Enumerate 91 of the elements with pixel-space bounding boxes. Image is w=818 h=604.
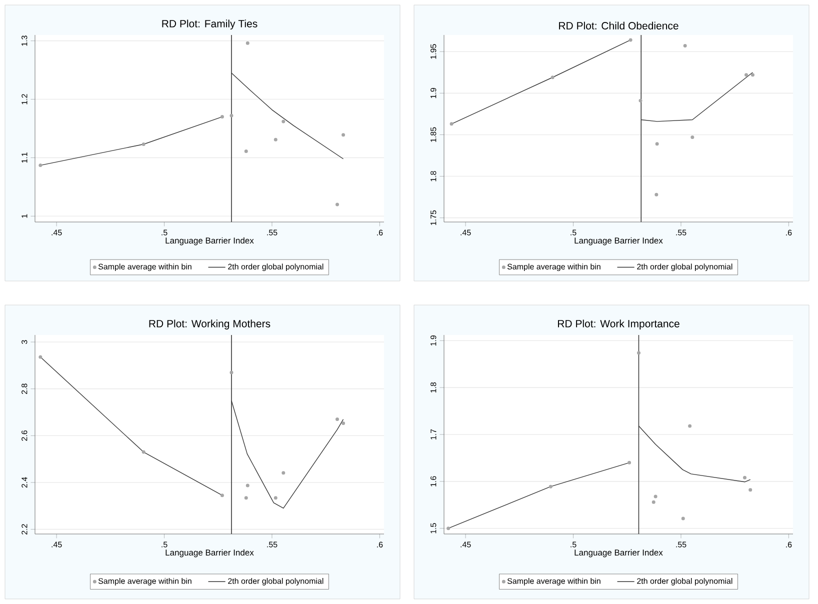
point <box>690 135 694 139</box>
point <box>748 488 752 492</box>
point <box>628 38 632 42</box>
legend-label: 2th order global polynomial <box>637 578 732 586</box>
y-tick-label: 3 <box>22 340 28 344</box>
y-tick-label: 1.7 <box>430 429 436 440</box>
point <box>38 164 42 168</box>
x-axis-title: Language Barrier Index <box>574 549 663 558</box>
x-tick-label: .5 <box>162 230 168 236</box>
x-tick-label: .6 <box>377 230 383 236</box>
y-tick-label: 1.8 <box>430 171 436 182</box>
y-tick-label: 1 <box>22 214 28 218</box>
point <box>230 370 234 374</box>
legend-label: 2th order global polynomial <box>637 264 732 272</box>
point <box>683 44 687 48</box>
y-tick-label: 1.3 <box>22 36 28 46</box>
x-tick-label: .55 <box>267 542 278 548</box>
point <box>38 355 42 359</box>
point <box>244 496 248 500</box>
point <box>550 76 554 80</box>
point <box>220 494 224 498</box>
point <box>230 114 234 118</box>
point <box>246 41 250 45</box>
x-tick-label: .45 <box>460 542 471 548</box>
x-tick-label: .45 <box>52 230 62 236</box>
point <box>342 422 346 425</box>
y-tick-label: 2.8 <box>22 384 28 394</box>
x-tick-label: .5 <box>570 230 576 236</box>
y-tick-label: 1.9 <box>430 335 436 346</box>
point <box>282 120 286 124</box>
point <box>342 133 346 137</box>
legend-label: Sample average within bin <box>98 264 192 272</box>
point <box>688 424 692 428</box>
x-axis-title: Language Barrier Index <box>166 237 254 246</box>
x-tick-label: .6 <box>377 542 383 548</box>
point <box>628 460 632 464</box>
point <box>654 192 658 196</box>
y-tick-label: 1.1 <box>22 152 28 163</box>
point <box>282 471 286 475</box>
point <box>742 476 746 480</box>
y-tick-label: 1.85 <box>430 127 436 142</box>
y-tick-label: 1.8 <box>430 382 436 393</box>
x-axis-title: Language Barrier Index <box>166 549 254 558</box>
legend-label: Sample average within bin <box>98 578 192 586</box>
x-tick-label: .55 <box>267 230 278 236</box>
point <box>450 122 454 126</box>
point <box>246 484 250 488</box>
point <box>681 516 685 520</box>
point <box>638 98 642 102</box>
y-tick-label: 1.5 <box>430 523 436 534</box>
point <box>142 450 146 454</box>
chart-title: RD Plot: Family Ties <box>162 20 258 30</box>
y-tick-label: 1.75 <box>430 210 436 226</box>
point <box>637 351 641 355</box>
point <box>548 484 552 488</box>
point <box>446 526 450 530</box>
y-tick-label: 1.2 <box>22 94 28 104</box>
point <box>750 73 754 77</box>
y-tick-label: 2.6 <box>22 430 28 441</box>
point <box>336 418 340 422</box>
chart-title: RD Plot: Child Obedience <box>559 22 678 30</box>
point <box>142 142 146 146</box>
y-tick-label: 1.95 <box>430 44 436 59</box>
point <box>652 500 656 504</box>
chart-title: RD Plot: Working Mothers <box>149 320 270 330</box>
x-tick-label: .6 <box>786 542 792 548</box>
x-tick-label: .55 <box>676 542 686 548</box>
chart-title: RD Plot: Work Importance <box>558 320 680 330</box>
point <box>336 202 340 206</box>
x-tick-label: .6 <box>786 230 792 236</box>
x-tick-label: .5 <box>162 542 168 548</box>
point <box>654 494 658 498</box>
legend-label: Sample average within bin <box>507 578 600 586</box>
legend-label: 2th order global polynomial <box>228 578 324 586</box>
point <box>220 115 224 119</box>
point <box>655 142 659 146</box>
y-tick-label: 1.6 <box>430 476 436 486</box>
x-tick-label: .45 <box>52 542 62 548</box>
y-tick-label: 2.2 <box>22 524 28 534</box>
x-tick-label: .45 <box>460 230 471 236</box>
x-tick-label: .55 <box>676 230 686 236</box>
point <box>744 73 748 77</box>
y-tick-label: 1.9 <box>430 88 436 98</box>
x-tick-label: .5 <box>570 542 576 548</box>
point <box>274 138 278 142</box>
y-tick-label: 2.4 <box>22 477 28 488</box>
point <box>244 150 248 154</box>
legend-label: 2th order global polynomial <box>228 264 324 272</box>
point <box>274 496 278 500</box>
x-axis-title: Language Barrier Index <box>574 237 663 246</box>
legend-label: Sample average within bin <box>507 264 600 272</box>
